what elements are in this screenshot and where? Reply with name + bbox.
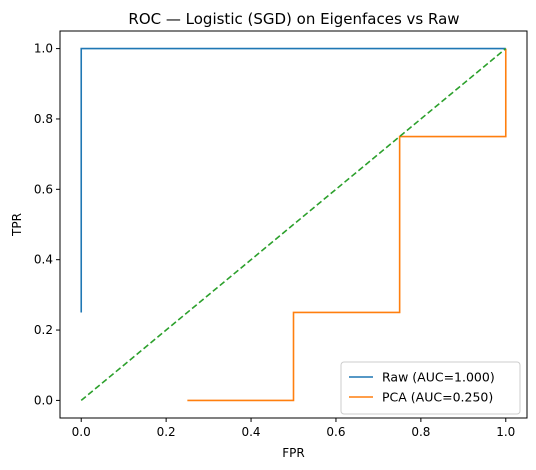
legend-label: PCA (AUC=0.250): [382, 390, 493, 405]
x-tick-label: 0.4: [241, 425, 260, 439]
plot-area: [80, 47, 507, 402]
y-tick-label: 0.2: [34, 323, 53, 337]
x-tick-label: 0.2: [157, 425, 176, 439]
legend-label: Raw (AUC=1.000): [382, 370, 495, 385]
x-tick-label: 0.0: [72, 425, 91, 439]
series-line-1: [80, 47, 506, 313]
y-tick-label: 0.8: [34, 112, 53, 126]
x-tick-label: 0.8: [411, 425, 430, 439]
y-tick-label: 1.0: [34, 42, 53, 56]
x-tick-label: 1.0: [496, 425, 515, 439]
diagonal-reference-line: [80, 47, 507, 402]
y-tick-label: 0.4: [34, 253, 53, 267]
series-line-2: [187, 48, 507, 402]
legend: Raw (AUC=1.000) PCA (AUC=0.250): [340, 361, 521, 415]
y-tick-label: 0.0: [34, 393, 53, 407]
axes-frame: [59, 30, 528, 419]
chart-title: ROC — Logistic (SGD) on Eigenfaces vs Ra…: [128, 10, 459, 28]
x-tick-label: 0.6: [326, 425, 345, 439]
y-tick-label: 0.6: [34, 182, 53, 196]
legend-box: [340, 361, 521, 415]
axis-ticks: 0.0 0.2 0.4 0.6 0.8 1.0 0.0 0.2 0.4 0.6 0.8 1.0: [34, 42, 515, 439]
x-axis-label: FPR: [282, 446, 304, 460]
y-axis-label: TPR: [10, 213, 24, 237]
